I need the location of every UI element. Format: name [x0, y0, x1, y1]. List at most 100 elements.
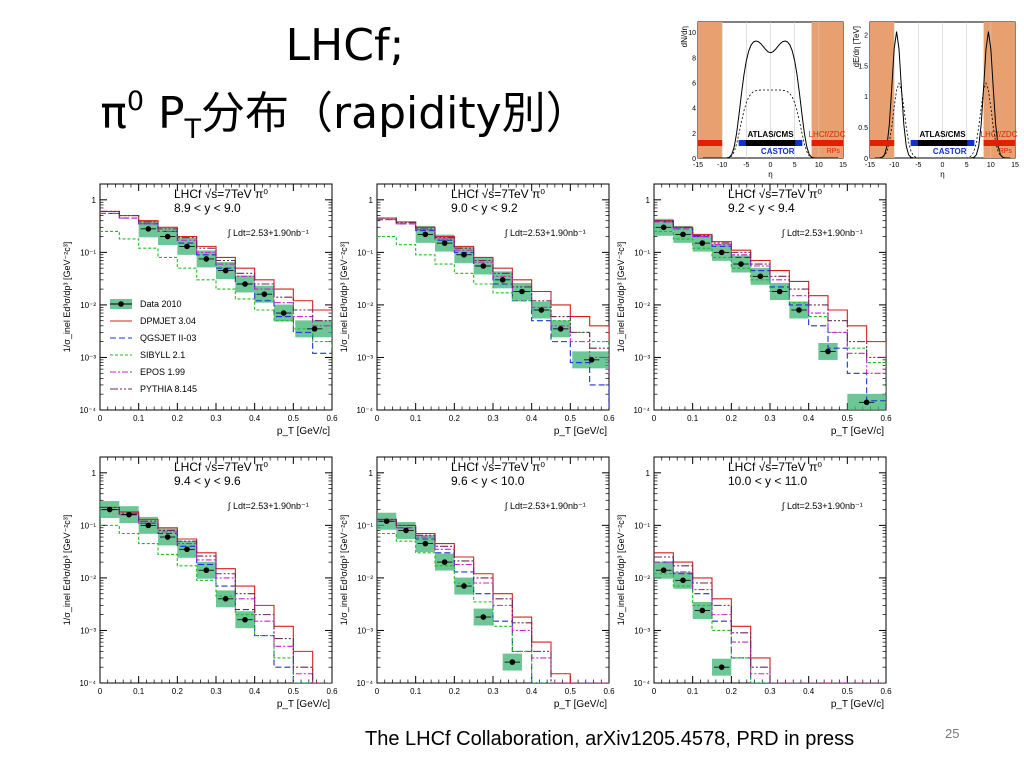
legend-label: PYTHIA 8.145 — [140, 384, 197, 394]
y-axis-label: 1/σ_inel Ed³σ/dp³ [GeV⁻²c³] — [616, 242, 626, 352]
citation: The LHCf Collaboration, arXiv1205.4578, … — [365, 728, 855, 750]
x-tick-label: 0.5 — [565, 414, 577, 423]
x-tick-label: 0.5 — [565, 687, 577, 696]
inset-x-tick-label: 15 — [839, 162, 847, 169]
data-point — [280, 310, 287, 316]
data-point — [680, 231, 686, 238]
data-point — [164, 534, 171, 540]
model-line-pythia — [654, 220, 886, 379]
x-tick-label: 0.4 — [526, 687, 538, 696]
inset-y-tick-label: 8 — [692, 55, 696, 62]
inset-y-tick-label: 0 — [864, 156, 868, 163]
x-tick-label: 0.1 — [687, 414, 699, 423]
title-rest: 分布（rapidity別） — [201, 88, 590, 139]
y-tick-label: 10⁻² — [80, 301, 96, 310]
y-axis-label: 1/σ_inel Ed³σ/dp³ [GeV⁻²c³] — [339, 242, 349, 352]
inset-dn-deta: ATLAS/CMS CASTOR LHCf/ZDC RPs -15 -10 -5 0 5 10 15… — [680, 14, 848, 184]
legend-label: QGSJET II-03 — [140, 333, 196, 343]
plot-area — [377, 217, 609, 410]
chart-svg: 10⁻⁴ 10⁻³ 10⁻² 10⁻¹ 1 0 0.1 0.2 0.3 0.4 0.5 0.6 p_T … — [339, 183, 615, 437]
data-point — [538, 307, 545, 313]
inset-bar-castor-left — [910, 140, 918, 146]
plot-area — [100, 501, 332, 683]
inset-curve-dotted — [874, 81, 1011, 159]
x-axis-label: p_T [GeV/c] — [831, 426, 884, 437]
model-line-sibyll — [654, 573, 886, 683]
inset-label-rps: RPs — [999, 148, 1013, 155]
x-tick-label: 0.5 — [842, 414, 854, 423]
model-line-qgsjet — [100, 212, 332, 379]
legend-swatch-data-dot — [118, 301, 124, 307]
model-line-sibyll — [377, 235, 609, 354]
y-tick-label: 10⁻¹ — [357, 248, 373, 257]
y-axis-label: 1/σ_inel Ed³σ/dp³ [GeV⁻²c³] — [616, 515, 626, 625]
panel-y-9.2-9.4: 10⁻⁴ 10⁻³ 10⁻² 10⁻¹ 1 0 0.1 0.2 0.3 0.4 0.5 0.6 p_T … — [612, 172, 897, 437]
x-axis-label: p_T [GeV/c] — [277, 699, 330, 710]
x-tick-label: 0 — [375, 414, 380, 423]
data-point — [738, 261, 744, 267]
panel-title: LHCf √s=7TeV π⁰ — [174, 187, 268, 201]
inset-shade-right — [983, 22, 1015, 158]
x-tick-label: 0.2 — [172, 687, 184, 696]
data-point — [222, 267, 229, 274]
x-tick-label: 0.2 — [449, 414, 461, 423]
model-line-qgsjet — [377, 219, 609, 410]
y-tick-label: 10⁻¹ — [80, 521, 96, 530]
data-point — [796, 307, 802, 313]
data-point — [145, 226, 152, 232]
inset-y-tick-label: 2 — [692, 131, 696, 138]
x-axis-label: p_T [GeV/c] — [831, 699, 884, 710]
title-line-1: LHCf; — [285, 20, 405, 71]
y-tick-label: 10⁻³ — [80, 626, 96, 635]
legend-label: SIBYLL 2.1 — [140, 350, 185, 360]
model-line-pythia — [654, 556, 886, 683]
model-line-pythia — [100, 506, 332, 683]
y-tick-label: 10⁻² — [634, 574, 650, 583]
panel-rapidity-range: 9.6 < y < 10.0 — [451, 474, 525, 488]
data-point — [757, 273, 764, 280]
data-point — [718, 249, 725, 256]
y-tick-label: 10⁻⁴ — [356, 679, 373, 688]
inset-x-label: η — [768, 170, 772, 179]
data-point — [718, 664, 725, 670]
inset-label-castor: CASTOR — [761, 147, 795, 156]
x-tick-label: 0.5 — [288, 414, 300, 423]
x-tick-label: 0 — [652, 414, 657, 423]
x-tick-label: 0.2 — [726, 414, 738, 423]
data-point — [461, 251, 467, 258]
x-tick-label: 0.6 — [326, 414, 338, 423]
y-tick-label: 10⁻⁴ — [356, 406, 373, 415]
model-line-epos — [654, 221, 886, 395]
title-pi: π — [100, 88, 127, 139]
inset-x-tick-label: -15 — [865, 162, 875, 169]
model-line-dpmjet — [100, 210, 332, 322]
data-point — [422, 540, 429, 547]
x-axis-label: p_T [GeV/c] — [554, 699, 607, 710]
y-tick-label: 10⁻⁴ — [79, 679, 96, 688]
data-point — [660, 567, 667, 574]
inset-x-label: η — [940, 170, 944, 179]
data-point — [480, 614, 487, 620]
title-sup: 0 — [126, 86, 144, 117]
page-number: 25 — [945, 726, 960, 741]
inset-y-tick-label: 0 — [692, 156, 696, 163]
x-tick-label: 0.3 — [210, 687, 222, 696]
inset-label-rps: RPs — [827, 148, 841, 155]
data-point — [203, 567, 210, 574]
y-tick-label: 10⁻³ — [80, 353, 96, 362]
y-tick-label: 10⁻¹ — [634, 248, 650, 257]
panel-y-10.0-11.0: 10⁻⁴ 10⁻³ 10⁻² 10⁻¹ 1 0 0.1 0.2 0.3 0.4 0.5 0.6 p_T … — [612, 445, 897, 710]
inset-label-lhcf: LHCf/ZDC — [809, 130, 846, 139]
data-point — [825, 348, 831, 355]
chart-svg: 10⁻⁴ 10⁻³ 10⁻² 10⁻¹ 1 0 0.1 0.2 0.3 0.4 0.5 0.6 p_T … — [339, 456, 615, 710]
inset-y-tick-label: 1 — [864, 94, 868, 101]
inset-label-castor: CASTOR — [933, 147, 967, 156]
model-line-epos — [100, 212, 332, 343]
data-point — [441, 559, 448, 565]
inset-x-tick-label: 5 — [793, 162, 797, 169]
plot-area — [654, 218, 886, 410]
y-tick-label: 10⁻² — [357, 574, 373, 583]
data-point — [863, 399, 870, 406]
chart-svg: 10⁻⁴ 10⁻³ 10⁻² 10⁻¹ 1 0 0.1 0.2 0.3 0.4 0.5 0.6 p_T … — [616, 456, 892, 710]
y-tick-label: 1 — [92, 469, 97, 478]
